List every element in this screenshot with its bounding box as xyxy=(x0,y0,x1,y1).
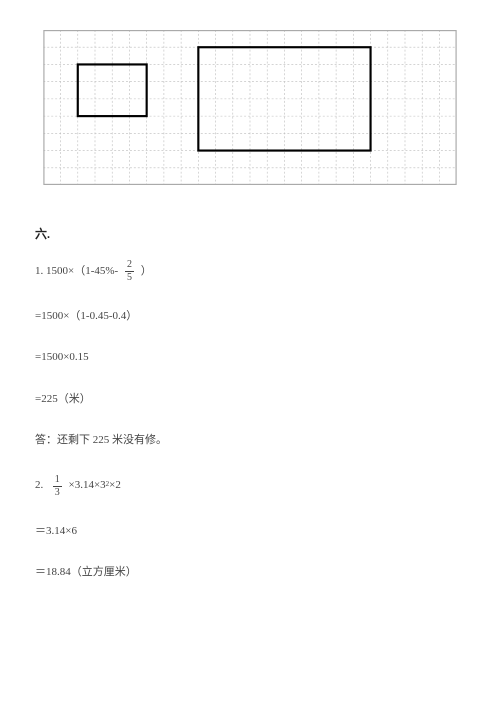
section-title: 六. xyxy=(35,225,465,242)
p2-line1-mid: ×3.14×3 xyxy=(66,478,106,493)
p1-line1-prefix: 1. 1500×（1-45%- xyxy=(35,264,121,279)
p2-line3: ＝18.84（立方厘米） xyxy=(35,565,465,580)
fraction-2-5: 2 5 xyxy=(125,260,134,283)
frac-num: 2 xyxy=(125,260,134,271)
frac-num: 1 xyxy=(53,475,62,486)
p1-line3: =1500×0.15 xyxy=(35,350,465,365)
p2-line1-prefix: 2. xyxy=(35,478,49,493)
p2-line1-sup: 2 xyxy=(106,480,110,490)
p2-line1-suffix: ×2 xyxy=(109,478,121,493)
p1-line4: =225（米） xyxy=(35,392,465,407)
fraction-1-3: 1 3 xyxy=(53,475,62,498)
grid-diagram xyxy=(35,30,465,185)
p2-line2: ＝3.14×6 xyxy=(35,524,465,539)
frac-den: 3 xyxy=(53,486,62,498)
grid-svg xyxy=(35,30,465,185)
p1-line1: 1. 1500×（1-45%- 2 5 ） xyxy=(35,260,465,283)
p2-line1: 2. 1 3 ×3.14×32×2 xyxy=(35,475,465,498)
p1-line2: =1500×（1-0.45-0.4） xyxy=(35,309,465,324)
p1-line1-suffix: ） xyxy=(138,264,152,279)
p1-answer: 答：还剩下 225 米没有修。 xyxy=(35,433,465,448)
frac-den: 5 xyxy=(125,271,134,283)
